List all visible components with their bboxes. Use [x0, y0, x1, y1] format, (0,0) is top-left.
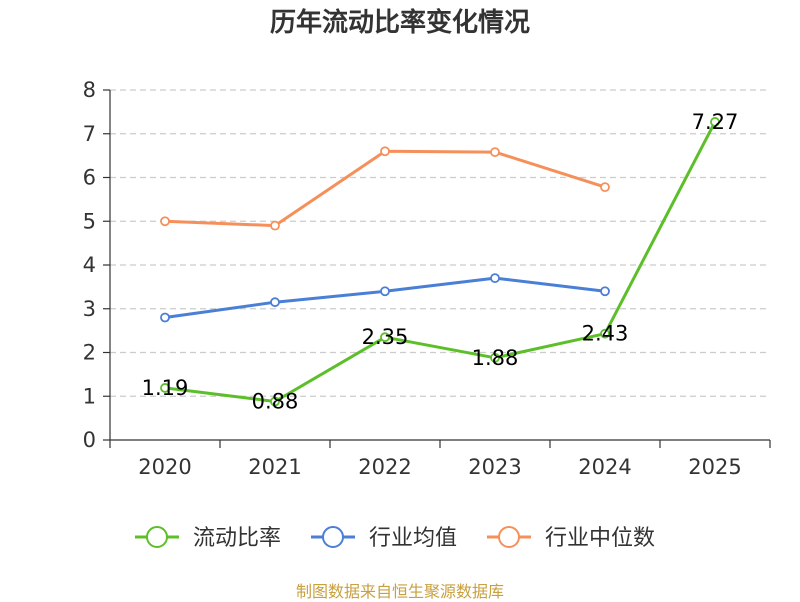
data-point — [710, 117, 720, 127]
y-tick-label: 1 — [83, 384, 96, 408]
legend-label: 流动比率 — [193, 526, 281, 551]
y-tick-label: 8 — [83, 78, 96, 102]
series-line — [163, 276, 607, 319]
data-point — [270, 220, 280, 231]
data-point — [270, 297, 280, 308]
series-line — [163, 120, 717, 403]
data-label: 7.27 — [692, 110, 739, 134]
legend: 流动比率 行业均值 行业中位数 — [135, 526, 655, 551]
axes: 0 1 2 3 4 5 6 7 8 2020 2021 2022 2023 2024 2025 — [83, 78, 771, 479]
x-tick-label: 2022 — [358, 455, 411, 479]
chart-title: 历年流动比率变化情况 — [269, 8, 530, 38]
x-tick-label: 2020 — [138, 455, 191, 479]
legend-marker — [146, 526, 168, 548]
data-point — [160, 216, 170, 227]
legend-item: 行业均值 — [311, 526, 457, 551]
data-point — [490, 273, 500, 284]
y-tick-label: 4 — [83, 253, 96, 277]
gridlines — [110, 89, 770, 397]
data-point — [600, 328, 610, 339]
data-point — [160, 383, 170, 393]
data-label: 1.19 — [142, 376, 189, 400]
legend-marker — [498, 526, 520, 548]
data-label: 2.43 — [582, 322, 629, 346]
x-tick-label: 2023 — [468, 455, 521, 479]
y-tick-label: 0 — [83, 428, 96, 452]
legend-marker — [322, 526, 344, 548]
data-label: 0.88 — [252, 390, 299, 414]
legend-item: 行业中位数 — [487, 526, 655, 551]
y-tick-label: 2 — [83, 341, 96, 365]
data-point — [490, 352, 500, 363]
x-tick-label: 2024 — [578, 455, 631, 479]
x-tick-label: 2025 — [688, 455, 741, 479]
data-point — [380, 146, 390, 157]
data-point — [380, 332, 390, 343]
y-tick-label: 6 — [83, 166, 96, 190]
legend-label: 行业均值 — [369, 526, 457, 551]
data-label: 1.88 — [472, 346, 519, 370]
y-tick-label: 7 — [83, 122, 96, 146]
data-point — [160, 312, 170, 323]
x-tick-label: 2021 — [248, 455, 301, 479]
data-labels: 1.19 0.88 2.35 1.88 2.43 7.27 — [142, 110, 739, 414]
legend-item: 流动比率 — [135, 526, 281, 551]
data-point — [600, 286, 610, 297]
data-point — [270, 396, 280, 407]
y-tick-label: 5 — [83, 209, 96, 233]
y-tick-label: 3 — [83, 297, 96, 321]
data-label: 2.35 — [362, 325, 409, 349]
data-point — [490, 147, 500, 158]
series-line — [163, 149, 607, 228]
data-source-note: 制图数据来自恒生聚源数据库 — [295, 582, 504, 601]
data-point — [380, 286, 390, 297]
data-point — [600, 182, 610, 193]
legend-label: 行业中位数 — [545, 526, 655, 551]
series — [160, 117, 720, 407]
